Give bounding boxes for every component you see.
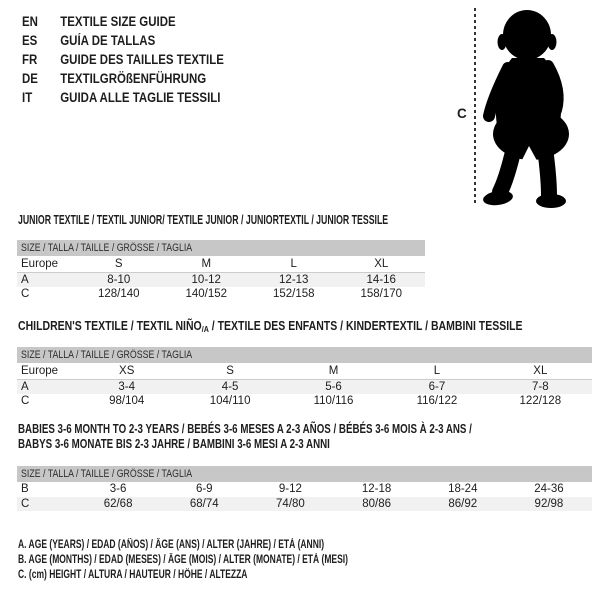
table-cell: 74/80 <box>276 497 305 510</box>
row-label: A <box>21 380 29 393</box>
junior-section-title: JUNIOR TEXTILE / TEXTIL JUNIOR/ TEXTILE … <box>18 213 389 227</box>
lang-code: DE <box>22 71 38 86</box>
table-cell: 104/110 <box>209 395 251 408</box>
table-cell: 3-4 <box>118 380 136 393</box>
column-header: L <box>290 257 297 270</box>
table-cell: 8-10 <box>107 273 131 286</box>
table-cell: 7-8 <box>532 380 549 393</box>
column-header: L <box>433 364 441 377</box>
table-cell: 116/122 <box>416 395 458 408</box>
lang-title: GUIDA ALLE TAGLIE TESSILI <box>60 90 221 105</box>
column-header: M <box>328 364 339 377</box>
table-row-C: C 62/68 68/74 74/80 80/86 86/92 92/98 <box>17 496 592 511</box>
lang-code: FR <box>22 52 38 67</box>
column-header: XL <box>374 257 389 270</box>
height-dashed-line <box>474 8 476 206</box>
table-columns-row: Europe S M L XL <box>17 256 425 273</box>
lang-title: TEXTILE SIZE GUIDE <box>60 14 176 29</box>
region-label: Europe <box>21 364 59 377</box>
lang-row-it: IT GUIDA ALLE TAGLIE TESSILI <box>22 88 224 107</box>
babies-title-line2: BABYS 3-6 MONATE BIS 2-3 JAHRE / BAMBINI… <box>18 437 330 451</box>
table-cell: 12-18 <box>361 483 392 496</box>
column-header: XS <box>119 364 135 377</box>
row-label: C <box>21 497 30 510</box>
table-cell: 6-7 <box>428 380 446 393</box>
lang-row-de: DE TEXTILGRÖßENFÜHRUNG <box>22 69 224 88</box>
table-cell: 12-13 <box>279 273 309 286</box>
lang-title: GUÍA DE TALLAS <box>60 33 156 48</box>
table-cell: 9-12 <box>278 483 302 496</box>
table-row-A: A 8-10 10-12 12-13 14-16 <box>17 272 425 287</box>
children-title-prefix: CHILDREN'S TEXTILE / TEXTIL NIÑO <box>18 319 202 333</box>
table-cell: 62/68 <box>103 497 133 510</box>
table-size-header: SIZE / TALLA / TAILLE / GRÖSSE / TAGLIA <box>17 240 425 256</box>
row-label: A <box>21 273 29 286</box>
table-cell: 5-6 <box>325 380 342 393</box>
table-cell: 24-36 <box>534 483 564 496</box>
height-measure-label: C <box>457 106 467 121</box>
footnotes: A. AGE (YEARS) / EDAD (AÑOS) / ÂGE (ANS)… <box>18 538 464 583</box>
table-cell: 86/92 <box>448 497 478 510</box>
table-row-B: B 3-6 6-9 9-12 12-18 18-24 24-36 <box>17 482 592 497</box>
junior-size-table: SIZE / TALLA / TAILLE / GRÖSSE / TAGLIA … <box>17 240 425 302</box>
row-label: C <box>21 395 30 408</box>
babies-title-line1: BABIES 3-6 MONTH TO 2-3 YEARS / BEBÉS 3-… <box>18 422 472 436</box>
table-columns-row: Europe XS S M L XL <box>17 363 592 380</box>
footnote-c: C. (cm) HEIGHT / ALTURA / HAUTEUR / HÖHE… <box>18 569 248 581</box>
children-title-suffix: / TEXTILE DES ENFANTS / KINDERTEXTIL / B… <box>208 319 523 333</box>
table-cell: 4-5 <box>221 380 239 393</box>
table-row-A: A 3-4 4-5 5-6 6-7 7-8 <box>17 379 592 394</box>
table-cell: 92/98 <box>534 497 564 510</box>
table-size-header-text: SIZE / TALLA / TAILLE / GRÖSSE / TAGLIA <box>21 349 193 361</box>
table-cell: 3-6 <box>109 483 127 496</box>
children-title-subscript: /A <box>201 324 209 334</box>
row-label: C <box>21 288 30 301</box>
table-size-header-text: SIZE / TALLA / TAILLE / GRÖSSE / TAGLIA <box>21 242 193 254</box>
table-cell: 68/74 <box>189 497 219 510</box>
lang-row-fr: FR GUIDE DES TAILLES TEXTILE <box>22 50 224 69</box>
footnote-b: B. AGE (MONTHS) / EDAD (MESES) / ÂGE (MO… <box>18 554 348 566</box>
table-cell: 122/128 <box>519 395 562 408</box>
table-cell: 18-24 <box>448 483 478 496</box>
lang-code: IT <box>22 90 33 105</box>
column-header: S <box>226 364 234 377</box>
table-row-C: C 98/104 104/110 110/116 116/122 122/128 <box>17 394 592 409</box>
lang-code: ES <box>22 33 38 48</box>
language-title-list: EN TEXTILE SIZE GUIDE ES GUÍA DE TALLAS … <box>22 12 260 107</box>
table-cell: 152/158 <box>272 288 315 301</box>
region-label: Europe <box>21 257 59 270</box>
column-header: S <box>114 257 123 270</box>
row-label: B <box>21 483 29 496</box>
babies-section-title: BABIES 3-6 MONTH TO 2-3 YEARS / BEBÉS 3-… <box>18 422 472 452</box>
table-cell: 80/86 <box>362 497 391 510</box>
footnote-a: A. AGE (YEARS) / EDAD (AÑOS) / ÂGE (ANS)… <box>18 539 325 551</box>
table-cell: 140/152 <box>185 288 228 301</box>
table-cell: 98/104 <box>109 395 145 408</box>
table-cell: 14-16 <box>366 273 396 286</box>
lang-title: GUIDE DES TAILLES TEXTILE <box>60 52 224 67</box>
toddler-silhouette-icon <box>483 10 569 208</box>
lang-row-en: EN TEXTILE SIZE GUIDE <box>22 12 224 31</box>
table-cell: 6-9 <box>195 483 213 496</box>
column-header: M <box>201 257 212 270</box>
table-cell: 10-12 <box>191 273 221 286</box>
column-header: XL <box>533 364 548 377</box>
table-cell: 158/170 <box>360 288 403 301</box>
table-size-header: SIZE / TALLA / TAILLE / GRÖSSE / TAGLIA <box>17 347 592 363</box>
lang-row-es: ES GUÍA DE TALLAS <box>22 31 224 50</box>
lang-code: EN <box>22 14 38 29</box>
table-size-header: SIZE / TALLA / TAILLE / GRÖSSE / TAGLIA <box>17 466 592 482</box>
children-size-table: SIZE / TALLA / TAILLE / GRÖSSE / TAGLIA … <box>17 347 592 409</box>
table-size-header-text: SIZE / TALLA / TAILLE / GRÖSSE / TAGLIA <box>21 468 193 480</box>
children-section-title: CHILDREN'S TEXTILE / TEXTIL NIÑO/A / TEX… <box>18 319 523 334</box>
table-cell: 128/140 <box>97 288 140 301</box>
babies-size-table: SIZE / TALLA / TAILLE / GRÖSSE / TAGLIA … <box>17 466 592 511</box>
table-cell: 110/116 <box>313 395 354 408</box>
table-row-C: C 128/140 140/152 152/158 158/170 <box>17 287 425 302</box>
lang-title: TEXTILGRÖßENFÜHRUNG <box>60 71 207 86</box>
